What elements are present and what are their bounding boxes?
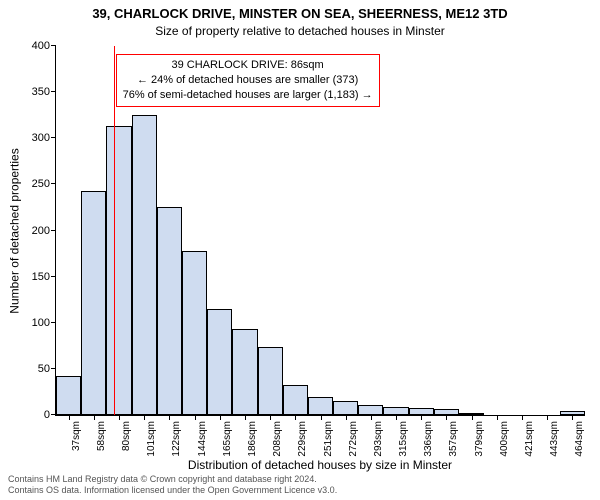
histogram-bar: [409, 408, 434, 415]
y-tick-label: 100: [32, 317, 50, 329]
y-tick-mark: [51, 183, 56, 184]
x-tick-mark: [472, 415, 473, 420]
x-tick-mark: [119, 415, 120, 420]
x-tick-mark: [522, 415, 523, 420]
chart-subtitle: Size of property relative to detached ho…: [0, 24, 600, 38]
y-tick-mark: [51, 368, 56, 369]
footer-attribution: Contains HM Land Registry data © Crown c…: [8, 474, 337, 496]
histogram-bar: [157, 207, 182, 415]
x-tick-mark: [421, 415, 422, 420]
x-tick-label: 251sqm: [323, 421, 334, 457]
y-tick-mark: [51, 91, 56, 92]
callout-line-1: 39 CHARLOCK DRIVE: 86sqm: [123, 58, 373, 73]
plot-area: 05010015020025030035040037sqm58sqm80sqm1…: [55, 46, 585, 416]
histogram-bar: [232, 329, 257, 415]
callout-line-2: ← 24% of detached houses are smaller (37…: [123, 73, 373, 88]
y-tick-label: 350: [32, 86, 50, 98]
x-tick-label: 293sqm: [373, 421, 384, 457]
x-tick-mark: [195, 415, 196, 420]
histogram-bar: [182, 251, 207, 415]
y-tick-mark: [51, 230, 56, 231]
y-tick-label: 250: [32, 178, 50, 190]
x-tick-label: 421sqm: [524, 421, 535, 457]
x-tick-label: 272sqm: [348, 421, 359, 457]
x-tick-label: 165sqm: [222, 421, 233, 457]
x-tick-label: 208sqm: [272, 421, 283, 457]
x-tick-mark: [396, 415, 397, 420]
x-tick-mark: [346, 415, 347, 420]
y-tick-label: 300: [32, 132, 50, 144]
footer-line-1: Contains HM Land Registry data © Crown c…: [8, 474, 337, 485]
x-tick-label: 122sqm: [171, 421, 182, 457]
callout-box: 39 CHARLOCK DRIVE: 86sqm← 24% of detache…: [116, 54, 380, 107]
histogram-bar: [207, 309, 232, 415]
y-tick-mark: [51, 137, 56, 138]
x-tick-label: 186sqm: [247, 421, 258, 457]
x-tick-label: 37sqm: [71, 421, 82, 451]
y-tick-mark: [51, 322, 56, 323]
y-tick-mark: [51, 45, 56, 46]
x-tick-mark: [295, 415, 296, 420]
x-tick-mark: [94, 415, 95, 420]
x-tick-mark: [69, 415, 70, 420]
x-tick-mark: [371, 415, 372, 420]
histogram-bar: [81, 191, 106, 415]
x-tick-mark: [321, 415, 322, 420]
x-tick-label: 80sqm: [121, 421, 132, 451]
x-tick-mark: [446, 415, 447, 420]
histogram-bar: [308, 397, 333, 415]
y-axis-label: Number of detached properties: [8, 46, 22, 416]
histogram-bar: [132, 115, 157, 415]
y-tick-label: 400: [32, 40, 50, 52]
x-tick-label: 379sqm: [474, 421, 485, 457]
x-tick-label: 443sqm: [549, 421, 560, 457]
y-tick-mark: [51, 276, 56, 277]
x-tick-mark: [220, 415, 221, 420]
chart-title-address: 39, CHARLOCK DRIVE, MINSTER ON SEA, SHEE…: [0, 6, 600, 21]
y-tick-label: 200: [32, 225, 50, 237]
x-tick-label: 336sqm: [423, 421, 434, 457]
x-tick-label: 229sqm: [297, 421, 308, 457]
x-tick-label: 101sqm: [146, 421, 157, 457]
reference-line: [114, 46, 115, 415]
x-tick-label: 58sqm: [96, 421, 107, 451]
histogram-bar: [383, 407, 408, 415]
histogram-bar: [283, 385, 308, 415]
x-tick-label: 400sqm: [499, 421, 510, 457]
x-tick-label: 144sqm: [197, 421, 208, 457]
footer-line-2: Contains OS data. Information licensed u…: [8, 485, 337, 496]
x-tick-label: 357sqm: [448, 421, 459, 457]
histogram-bar: [56, 376, 81, 415]
x-axis-label: Distribution of detached houses by size …: [55, 458, 585, 472]
x-tick-mark: [270, 415, 271, 420]
x-tick-label: 464sqm: [574, 421, 585, 457]
property-size-chart: 39, CHARLOCK DRIVE, MINSTER ON SEA, SHEE…: [0, 0, 600, 500]
x-tick-label: 315sqm: [398, 421, 409, 457]
histogram-bar: [106, 126, 131, 415]
y-tick-label: 150: [32, 271, 50, 283]
x-tick-mark: [497, 415, 498, 420]
x-tick-mark: [245, 415, 246, 420]
x-tick-mark: [547, 415, 548, 420]
callout-line-3: 76% of semi-detached houses are larger (…: [123, 88, 373, 103]
histogram-bar: [358, 405, 383, 415]
y-tick-label: 0: [44, 409, 50, 421]
histogram-bar: [258, 347, 283, 415]
x-tick-mark: [169, 415, 170, 420]
x-tick-mark: [572, 415, 573, 420]
x-tick-mark: [144, 415, 145, 420]
histogram-bar: [333, 401, 358, 415]
y-tick-label: 50: [38, 363, 50, 375]
